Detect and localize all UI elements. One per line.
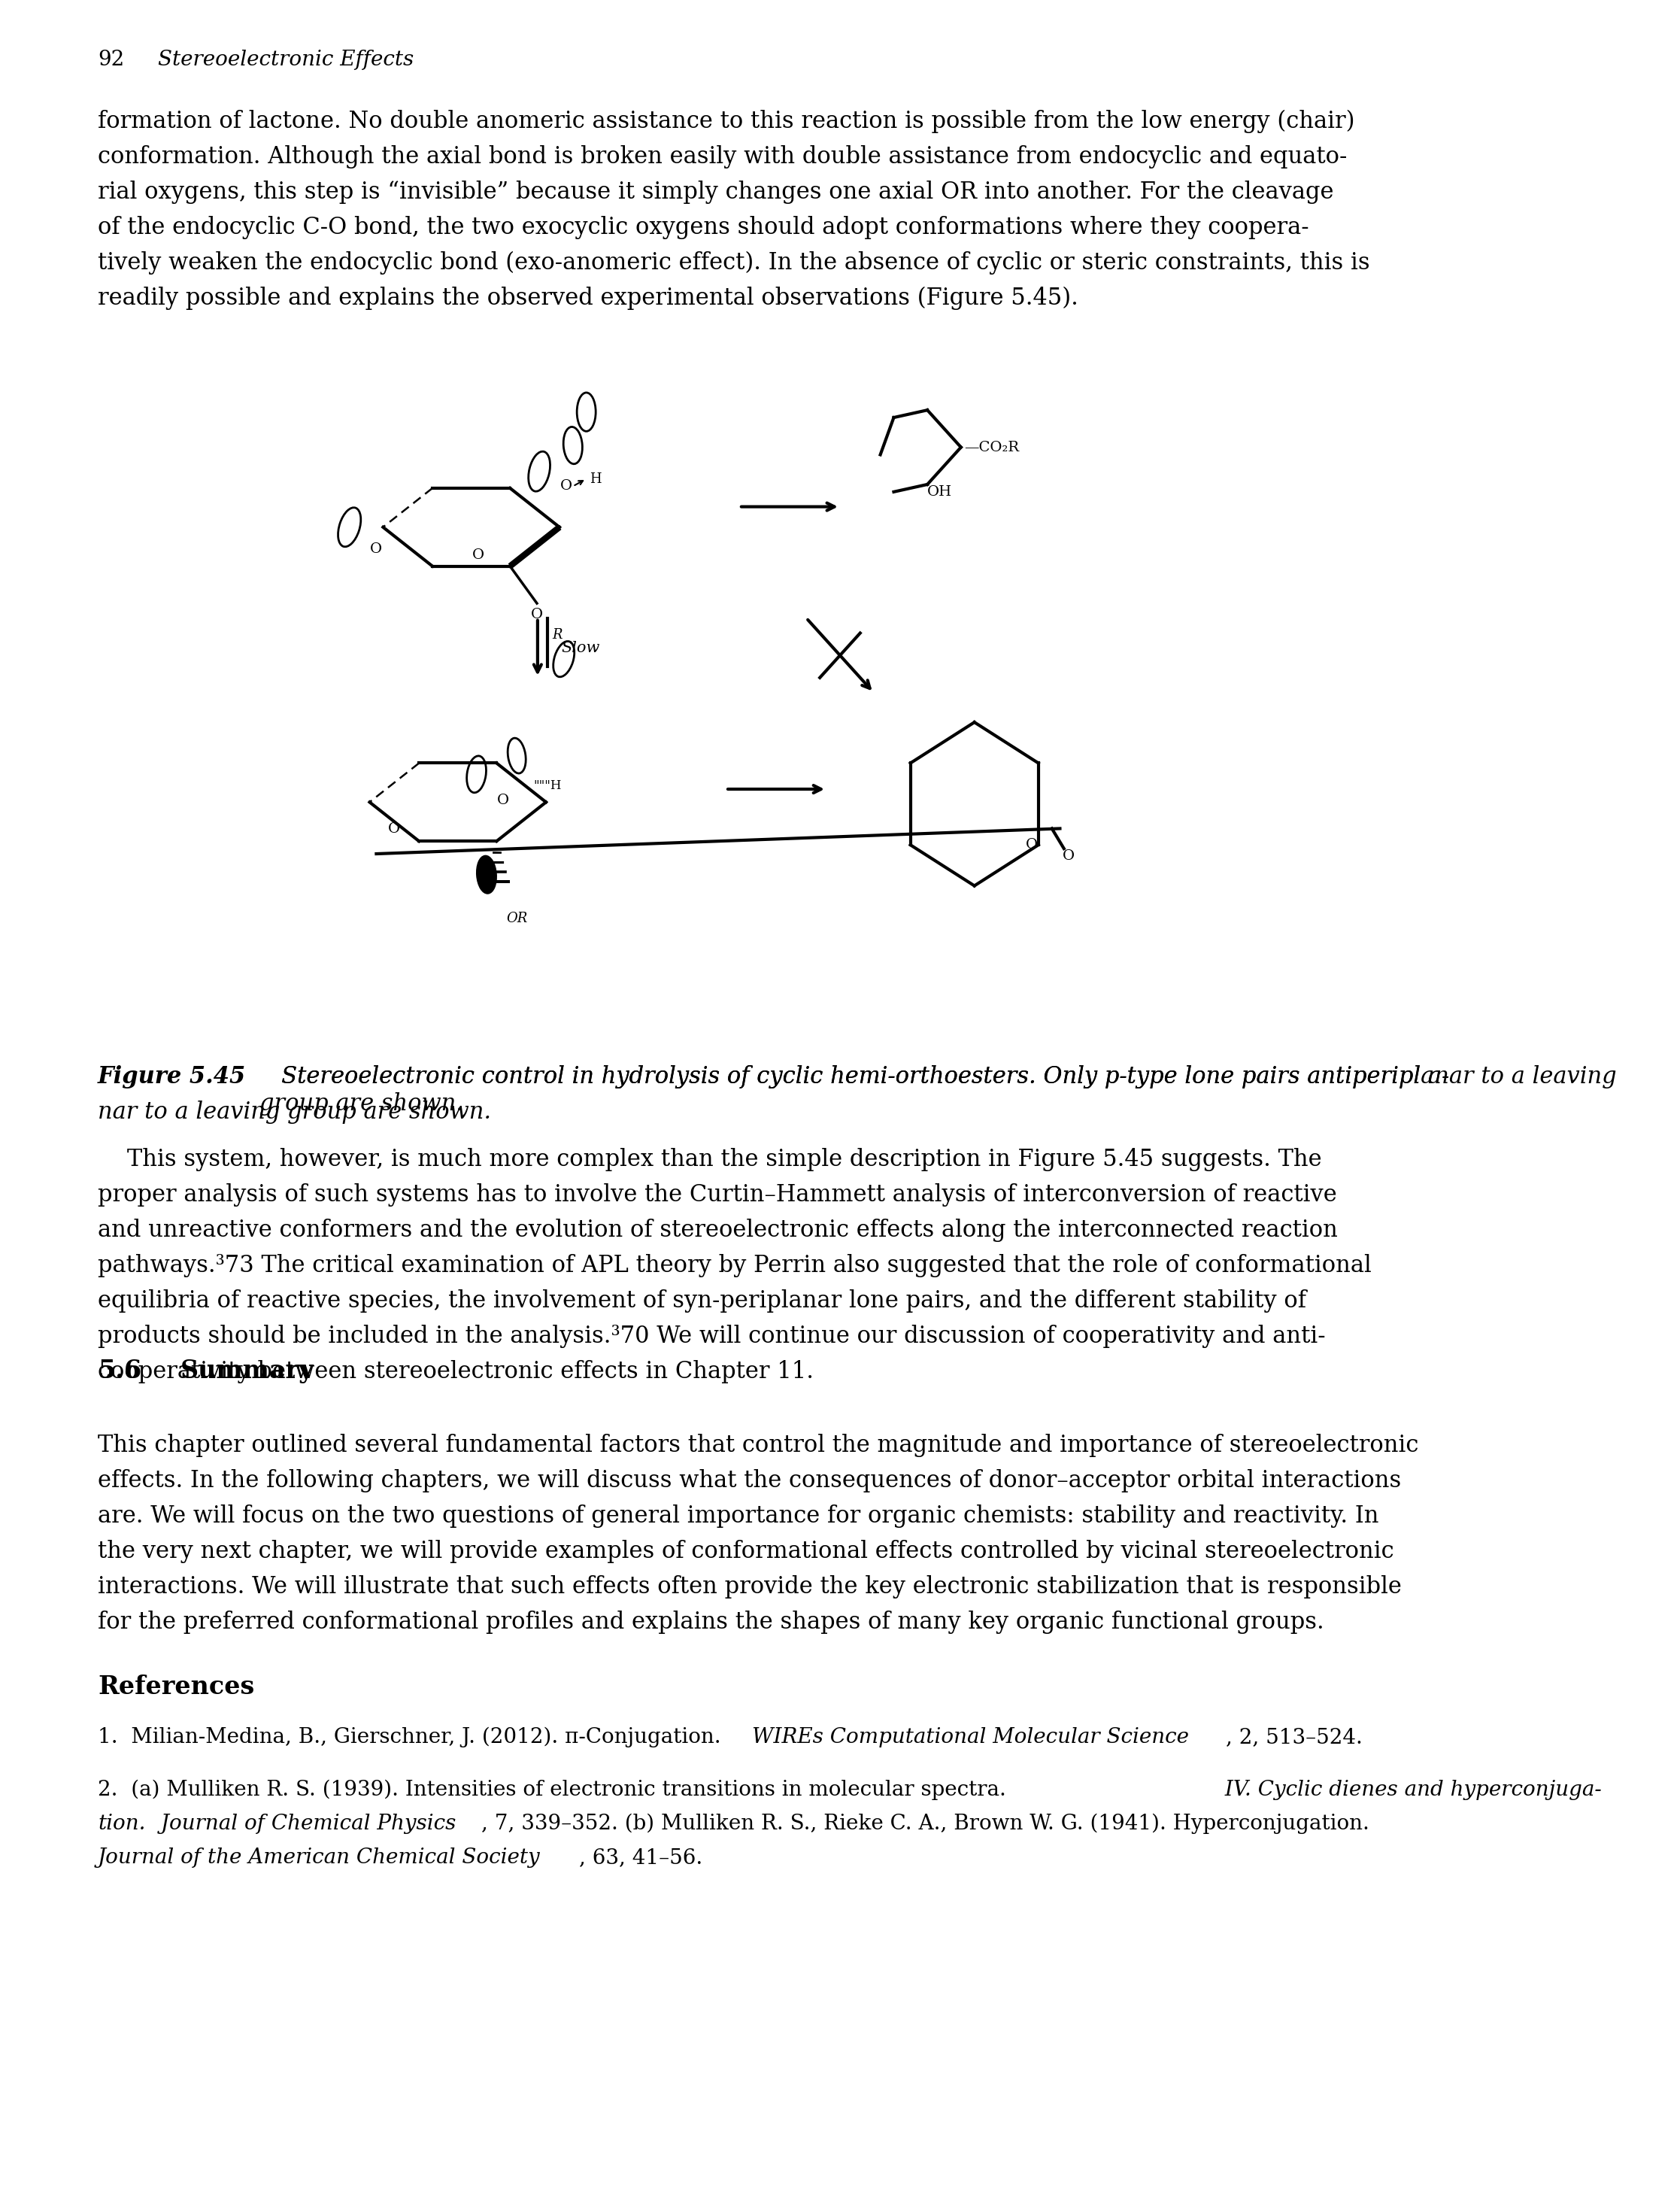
Text: H: H [590,472,601,485]
Text: References: References [97,1674,254,1699]
Text: OR: OR [506,912,528,925]
Text: Stereoelectronic control in hydrolysis of cyclic hemi-orthoesters. Only p-type l: Stereoelectronic control in hydrolysis o… [259,1065,1616,1115]
Text: tively weaken the endocyclic bond (exo-anomeric effect). In the absence of cycli: tively weaken the endocyclic bond (exo-a… [97,251,1369,275]
Text: tion.: tion. [97,1814,146,1834]
Text: are. We will focus on the two questions of general importance for organic chemis: are. We will focus on the two questions … [97,1504,1379,1528]
Text: pathways.³73 The critical examination of APL theory by Perrin also suggested tha: pathways.³73 The critical examination of… [97,1255,1371,1277]
Text: IV. Cyclic dienes and hyperconjuga-: IV. Cyclic dienes and hyperconjuga- [1218,1779,1601,1799]
Text: O: O [370,542,383,555]
Text: rial oxygens, this step is “invisible” because it simply changes one axial OR in: rial oxygens, this step is “invisible” b… [97,181,1334,203]
Text: """H: """H [534,778,561,791]
Text: O: O [1062,850,1075,863]
Text: effects. In the following chapters, we will discuss what the consequences of don: effects. In the following chapters, we w… [97,1469,1401,1493]
Text: 92: 92 [97,50,124,70]
Text: the very next chapter, we will provide examples of conformational effects contro: the very next chapter, we will provide e… [97,1539,1394,1563]
Text: interactions. We will illustrate that such effects often provide the key electro: interactions. We will illustrate that su… [97,1576,1401,1598]
Text: proper analysis of such systems has to involve the Curtin–Hammett analysis of in: proper analysis of such systems has to i… [97,1183,1337,1207]
Text: —CO₂R: —CO₂R [964,442,1020,455]
Text: 5.6: 5.6 [97,1358,141,1384]
Text: Figure 5.45: Figure 5.45 [97,1065,245,1089]
Text: , 7, 339–352. (b) Mulliken R. S., Rieke C. A., Brown W. G. (1941). Hyperconjugat: , 7, 339–352. (b) Mulliken R. S., Rieke … [480,1814,1369,1834]
Text: O: O [388,822,400,835]
Text: cooperativity between stereoelectronic effects in Chapter 11.: cooperativity between stereoelectronic e… [97,1360,813,1384]
Text: Summary: Summary [180,1358,314,1384]
Text: Stereoelectronic Effects: Stereoelectronic Effects [158,50,413,70]
Text: readily possible and explains the observed experimental observations (Figure 5.4: readily possible and explains the observ… [97,286,1079,310]
Text: conformation. Although the axial bond is broken easily with double assistance fr: conformation. Although the axial bond is… [97,144,1347,168]
Text: This system, however, is much more complex than the simple description in Figure: This system, however, is much more compl… [97,1148,1322,1172]
Text: formation of lactone. No double anomeric assistance to this reaction is possible: formation of lactone. No double anomeric… [97,109,1354,133]
Text: Journal of the American Chemical Society: Journal of the American Chemical Society [97,1847,541,1867]
Text: Journal of Chemical Physics: Journal of Chemical Physics [155,1814,455,1834]
Text: This chapter outlined several fundamental factors that control the magnitude and: This chapter outlined several fundamenta… [97,1434,1418,1458]
Text: O: O [559,479,573,494]
Text: Slow: Slow [561,640,600,656]
Text: OH: OH [927,485,953,498]
Text: 1.  Milian-Medina, B., Gierschner, J. (2012). π-Conjugation.: 1. Milian-Medina, B., Gierschner, J. (20… [97,1727,727,1749]
Text: WIREs Computational Molecular Science: WIREs Computational Molecular Science [753,1727,1189,1747]
Text: R: R [553,627,563,640]
Text: equilibria of reactive species, the involvement of syn-periplanar lone pairs, an: equilibria of reactive species, the invo… [97,1290,1307,1312]
Text: , 63, 41–56.: , 63, 41–56. [580,1847,702,1867]
Ellipse shape [477,857,496,894]
Text: Stereoelectronic control in hydrolysis of cyclic hemi-orthoesters. Only p-type l: Stereoelectronic control in hydrolysis o… [259,1065,1450,1089]
Text: nar to a leaving group are shown.: nar to a leaving group are shown. [97,1100,491,1124]
Text: O: O [531,608,543,621]
Text: 2.  (a) Mulliken R. S. (1939). Intensities of electronic transitions in molecula: 2. (a) Mulliken R. S. (1939). Intensitie… [97,1779,1006,1801]
Text: for the preferred conformational profiles and explains the shapes of many key or: for the preferred conformational profile… [97,1611,1324,1633]
Text: and unreactive conformers and the evolution of stereoelectronic effects along th: and unreactive conformers and the evolut… [97,1218,1337,1242]
Text: of the endocyclic C-O bond, the two exocyclic oxygens should adopt conformations: of the endocyclic C-O bond, the two exoc… [97,216,1309,238]
Text: O: O [472,549,484,562]
Text: , 2, 513–524.: , 2, 513–524. [1226,1727,1362,1747]
Text: products should be included in the analysis.³70 We will continue our discussion : products should be included in the analy… [97,1325,1326,1349]
Text: O: O [497,794,509,807]
Text: O: O [1025,837,1038,853]
